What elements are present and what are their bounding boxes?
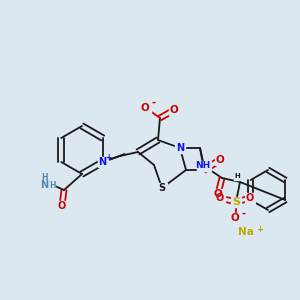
- Bar: [231, 197, 241, 207]
- Text: O: O: [246, 193, 254, 203]
- Bar: [37, 176, 55, 188]
- Text: S: S: [158, 183, 166, 193]
- Bar: [157, 183, 167, 193]
- Text: H: H: [41, 172, 47, 182]
- Text: NH: NH: [195, 161, 211, 170]
- Bar: [231, 213, 241, 223]
- Bar: [215, 155, 225, 165]
- Text: Na: Na: [238, 227, 254, 237]
- Text: O: O: [216, 155, 224, 165]
- Text: O: O: [214, 189, 222, 199]
- Text: O: O: [141, 103, 149, 113]
- Text: N: N: [98, 157, 106, 167]
- Text: -: -: [151, 98, 155, 108]
- Bar: [215, 193, 225, 203]
- Bar: [175, 143, 185, 153]
- Bar: [57, 201, 67, 211]
- Text: H: H: [50, 181, 56, 190]
- Text: +: +: [106, 154, 112, 163]
- Bar: [169, 105, 179, 115]
- Text: +: +: [256, 226, 263, 235]
- Text: N: N: [176, 143, 184, 153]
- Text: O: O: [169, 105, 178, 115]
- Bar: [141, 103, 151, 113]
- Text: O: O: [216, 193, 224, 203]
- Text: O: O: [58, 201, 66, 211]
- Bar: [197, 161, 211, 171]
- Text: O: O: [231, 213, 239, 223]
- Bar: [245, 193, 255, 203]
- Bar: [213, 189, 223, 199]
- Text: -: -: [241, 209, 245, 219]
- Text: H: H: [234, 173, 240, 179]
- Bar: [98, 157, 108, 167]
- Text: S: S: [232, 197, 240, 207]
- Text: N: N: [40, 180, 48, 190]
- Bar: [234, 172, 240, 179]
